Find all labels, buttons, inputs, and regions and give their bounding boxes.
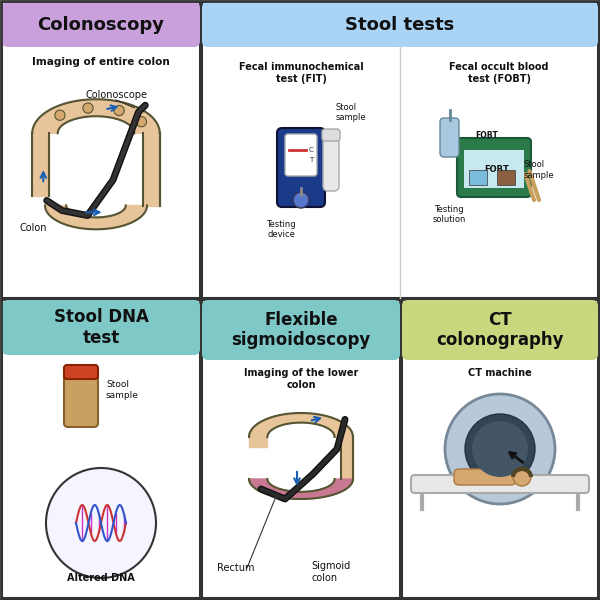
Text: Stool DNA
test: Stool DNA test xyxy=(53,308,148,347)
Circle shape xyxy=(46,468,156,578)
FancyBboxPatch shape xyxy=(440,118,459,157)
Polygon shape xyxy=(143,133,160,205)
Circle shape xyxy=(83,103,93,113)
Text: Stool
sample: Stool sample xyxy=(106,380,139,400)
Polygon shape xyxy=(32,99,160,133)
Text: Colon: Colon xyxy=(20,223,47,233)
FancyBboxPatch shape xyxy=(64,373,98,427)
Text: Imaging of the lower
colon: Imaging of the lower colon xyxy=(244,368,358,389)
FancyBboxPatch shape xyxy=(202,300,400,360)
FancyBboxPatch shape xyxy=(323,134,339,191)
FancyBboxPatch shape xyxy=(285,134,317,176)
Text: Testing
device: Testing device xyxy=(266,220,296,239)
Bar xyxy=(469,170,487,185)
Bar xyxy=(202,2,598,298)
Text: CT
colonography: CT colonography xyxy=(436,311,564,349)
Polygon shape xyxy=(341,437,353,479)
Text: Fecal immunochemical
test (FIT): Fecal immunochemical test (FIT) xyxy=(239,62,364,83)
Circle shape xyxy=(445,394,555,504)
Text: Imaging of entire colon: Imaging of entire colon xyxy=(32,57,170,67)
Circle shape xyxy=(293,192,309,208)
Text: T: T xyxy=(309,157,313,163)
Polygon shape xyxy=(32,133,49,196)
Circle shape xyxy=(513,468,531,486)
Text: Colonoscope: Colonoscope xyxy=(85,90,147,100)
FancyBboxPatch shape xyxy=(402,300,598,360)
FancyBboxPatch shape xyxy=(277,128,325,207)
FancyBboxPatch shape xyxy=(202,2,598,47)
FancyBboxPatch shape xyxy=(2,300,200,355)
Text: Rectum: Rectum xyxy=(217,563,254,573)
Bar xyxy=(402,300,598,598)
FancyBboxPatch shape xyxy=(411,475,589,493)
Text: Colonoscopy: Colonoscopy xyxy=(37,16,164,34)
Polygon shape xyxy=(249,413,353,437)
FancyBboxPatch shape xyxy=(64,365,98,379)
Circle shape xyxy=(465,414,535,484)
Text: CT machine: CT machine xyxy=(468,368,532,378)
Text: Stool tests: Stool tests xyxy=(346,16,455,34)
Polygon shape xyxy=(249,479,353,499)
FancyBboxPatch shape xyxy=(457,138,531,197)
Bar xyxy=(497,170,515,185)
Circle shape xyxy=(114,106,124,116)
Bar xyxy=(2,2,200,298)
Polygon shape xyxy=(249,437,268,447)
FancyBboxPatch shape xyxy=(2,2,200,47)
Bar xyxy=(202,300,400,598)
Text: Testing
solution: Testing solution xyxy=(433,205,466,224)
FancyBboxPatch shape xyxy=(454,469,516,485)
Text: Sigmoid
colon: Sigmoid colon xyxy=(311,562,350,583)
FancyBboxPatch shape xyxy=(322,129,340,141)
Text: Fecal occult blood
test (FOBT): Fecal occult blood test (FOBT) xyxy=(449,62,549,83)
Text: FOBT: FOBT xyxy=(484,166,509,175)
Text: Stool
sample: Stool sample xyxy=(336,103,367,122)
Text: FOBT: FOBT xyxy=(476,130,499,139)
Circle shape xyxy=(55,110,65,121)
Bar xyxy=(2,300,200,598)
Circle shape xyxy=(472,421,528,477)
Text: Flexible
sigmoidoscopy: Flexible sigmoidoscopy xyxy=(232,311,371,349)
Text: Altered DNA: Altered DNA xyxy=(67,573,135,583)
Text: C: C xyxy=(309,147,314,153)
Polygon shape xyxy=(45,205,147,229)
Text: Stool
sample: Stool sample xyxy=(524,160,554,180)
Circle shape xyxy=(136,116,146,127)
Bar xyxy=(464,150,524,188)
